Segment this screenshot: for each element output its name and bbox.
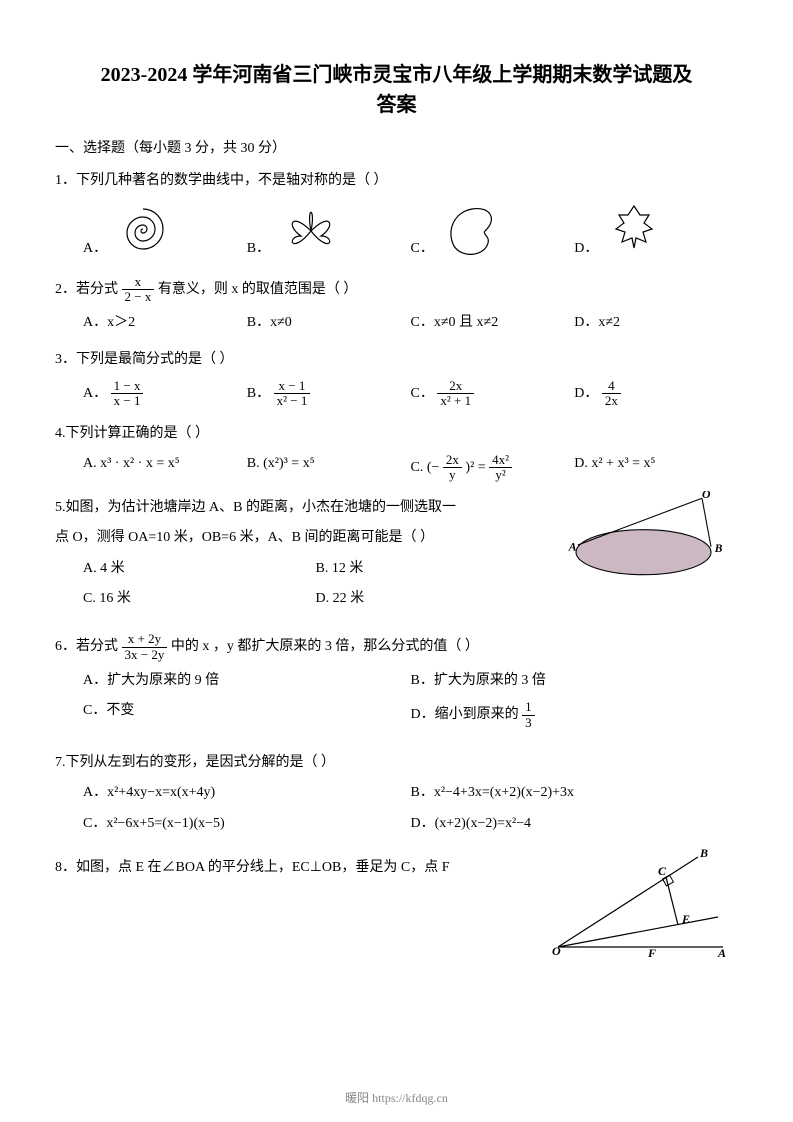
- q7-opt-b: B．x²−4+3x=(x+2)(x−2)+3x: [411, 782, 739, 804]
- koch-snowflake-icon: [604, 201, 664, 261]
- q1-opt-a: A．: [83, 201, 247, 261]
- question-7: 7.下列从左到右的变形，是因式分解的是（ ） A．x²+4xy−x=x(x+4y…: [55, 752, 738, 843]
- angle-bisector-figure: B C E O F A: [548, 847, 728, 957]
- title-line-1: 2023-2024 学年河南省三门峡市灵宝市八年级上学期期末数学试题及: [55, 60, 738, 90]
- svg-text:O: O: [552, 944, 561, 957]
- q7-text: 7.下列从左到右的变形，是因式分解的是（ ）: [55, 752, 738, 774]
- page-footer: 暖阳 https://kfdqg.cn: [0, 1089, 793, 1108]
- question-1: 1．下列几种著名的数学曲线中，不是轴对称的是（ ） A． B． C．: [55, 170, 738, 260]
- q4-options: A. x³ · x² · x = x⁵ B. (x²)³ = x⁵ C. (− …: [55, 453, 738, 483]
- svg-text:O: O: [702, 491, 711, 501]
- svg-text:B: B: [714, 542, 723, 555]
- q7-opt-c: C．x²−6x+5=(x−1)(x−5): [83, 813, 411, 835]
- q7-opt-a: A．x²+4xy−x=x(x+4y): [83, 782, 411, 804]
- q2-suffix: 有意义，则 x 的取值范围是（ ）: [158, 282, 358, 297]
- q2-text: 2．若分式 x 2 − x 有意义，则 x 的取值范围是（ ）: [55, 275, 738, 305]
- svg-text:A: A: [717, 946, 726, 957]
- question-5: 5.如图，为估计池塘岸边 A、B 的距离，小杰在池塘的一侧选取一 点 O，测得 …: [55, 497, 738, 619]
- q2-prefix: 2．若分式: [55, 282, 118, 297]
- svg-text:B: B: [699, 847, 708, 860]
- q5-opt-a: A. 4 米: [83, 558, 316, 580]
- svg-text:A: A: [568, 540, 577, 553]
- q4-opt-b: B. (x²)³ = x⁵: [247, 453, 411, 483]
- question-8: 8．如图，点 E 在∠BOA 的平分线上，EC⊥OB，垂足为 C，点 F B C…: [55, 857, 738, 879]
- q2-opt-c: C．x≠0 且 x≠2: [411, 312, 575, 334]
- q3-opt-b: B． x − 1x² − 1: [247, 379, 411, 409]
- q4-opt-a: A. x³ · x² · x = x⁵: [83, 453, 247, 483]
- q1-text: 1．下列几种著名的数学曲线中，不是轴对称的是（ ）: [55, 170, 738, 192]
- q3-opt-a: A． 1 − xx − 1: [83, 379, 247, 409]
- butterfly-icon: [276, 201, 346, 261]
- q1-c-label: C．: [411, 238, 434, 260]
- q1-opt-b: B．: [247, 201, 411, 261]
- q5-opt-d: D. 22 米: [316, 588, 549, 610]
- q1-opt-c: C．: [411, 201, 575, 261]
- pond-figure: O A B: [558, 491, 738, 581]
- q6-fraction: x + 2y 3x − 2y: [122, 632, 168, 662]
- q6-text: 6．若分式 x + 2y 3x − 2y 中的 x ，y 都扩大原来的 3 倍，…: [55, 632, 738, 662]
- q1-a-label: A．: [83, 238, 107, 260]
- q3-options: A． 1 − xx − 1 B． x − 1x² − 1 C． 2xx² + 1…: [55, 379, 738, 409]
- q1-opt-d: D．: [574, 201, 738, 261]
- q7-options: A．x²+4xy−x=x(x+4y) B．x²−4+3x=(x+2)(x−2)+…: [55, 782, 738, 843]
- q6-opt-a: A．扩大为原来的 9 倍: [83, 670, 411, 692]
- svg-text:E: E: [681, 912, 690, 926]
- q6-opt-c: C．不变: [83, 700, 411, 730]
- q5-opt-b: B. 12 米: [316, 558, 549, 580]
- question-6: 6．若分式 x + 2y 3x − 2y 中的 x ，y 都扩大原来的 3 倍，…: [55, 632, 738, 738]
- q1-options: A． B． C． D．: [55, 201, 738, 261]
- q4-text: 4.下列计算正确的是（ ）: [55, 423, 738, 445]
- q6-opt-d: D．缩小到原来的 13: [411, 700, 739, 730]
- q6-opt-b: B．扩大为原来的 3 倍: [411, 670, 739, 692]
- q3-opt-d: D． 42x: [574, 379, 738, 409]
- title-line-2: 答案: [55, 90, 738, 120]
- svg-text:F: F: [647, 946, 656, 957]
- section-1-header: 一、选择题（每小题 3 分，共 30 分）: [55, 138, 738, 160]
- q2-opt-a: A．x＞2: [83, 312, 247, 334]
- svg-text:C: C: [658, 864, 667, 878]
- page-title: 2023-2024 学年河南省三门峡市灵宝市八年级上学期期末数学试题及 答案: [55, 60, 738, 120]
- q6-suffix: 中的 x ，y 都扩大原来的 3 倍，那么分式的值（ ）: [171, 639, 479, 654]
- q1-b-label: B．: [247, 238, 270, 260]
- q3-opt-c: C． 2xx² + 1: [411, 379, 575, 409]
- q6-options: A．扩大为原来的 9 倍 B．扩大为原来的 3 倍 C．不变 D．缩小到原来的 …: [55, 670, 738, 738]
- q7-opt-d: D．(x+2)(x−2)=x²−4: [411, 813, 739, 835]
- q5-opt-c: C. 16 米: [83, 588, 316, 610]
- q2-opt-b: B．x≠0: [247, 312, 411, 334]
- q6-prefix: 6．若分式: [55, 639, 118, 654]
- spiral-icon: [113, 201, 173, 261]
- q2-opt-d: D．x≠2: [574, 312, 738, 334]
- q1-d-label: D．: [574, 238, 598, 260]
- question-2: 2．若分式 x 2 − x 有意义，则 x 的取值范围是（ ） A．x＞2 B．…: [55, 275, 738, 335]
- q3-text: 3．下列是最简分式的是（ ）: [55, 349, 738, 371]
- q4-opt-c: C. (− 2xy )² = 4x²y²: [411, 453, 575, 483]
- cardioid-icon: [440, 201, 500, 261]
- q2-fraction: x 2 − x: [122, 275, 155, 305]
- q2-options: A．x＞2 B．x≠0 C．x≠0 且 x≠2 D．x≠2: [55, 312, 738, 334]
- q4-opt-d: D. x² + x³ = x⁵: [574, 453, 738, 483]
- question-3: 3．下列是最简分式的是（ ） A． 1 − xx − 1 B． x − 1x² …: [55, 349, 738, 409]
- question-4: 4.下列计算正确的是（ ） A. x³ · x² · x = x⁵ B. (x²…: [55, 423, 738, 483]
